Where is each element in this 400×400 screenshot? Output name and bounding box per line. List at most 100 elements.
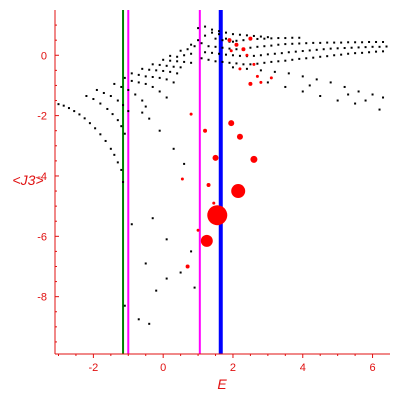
- black-point: [62, 104, 65, 107]
- red-point: [245, 53, 249, 57]
- black-point: [165, 64, 168, 67]
- black-point: [200, 42, 203, 45]
- x-tick-label: 0: [160, 362, 166, 374]
- black-point: [284, 59, 287, 62]
- black-point: [238, 33, 241, 36]
- red-point: [203, 128, 208, 133]
- black-point: [347, 93, 350, 96]
- x-tick-label: 2: [230, 362, 236, 374]
- red-point: [189, 112, 193, 116]
- black-point: [371, 93, 374, 96]
- black-point: [319, 95, 322, 97]
- black-point: [301, 50, 304, 53]
- black-point: [214, 45, 217, 48]
- black-point: [364, 99, 367, 102]
- black-point: [151, 85, 154, 88]
- black-point: [228, 61, 231, 64]
- black-point: [284, 37, 287, 40]
- black-point: [120, 125, 123, 128]
- black-point: [245, 67, 248, 70]
- black-point: [169, 54, 172, 57]
- black-point: [284, 85, 287, 88]
- black-point: [109, 95, 112, 97]
- black-point: [148, 68, 151, 71]
- black-point: [197, 39, 200, 42]
- black-point: [109, 147, 112, 150]
- black-point: [228, 47, 231, 50]
- black-point: [231, 66, 234, 69]
- black-point: [333, 41, 336, 44]
- red-point: [269, 76, 273, 80]
- black-point: [218, 30, 221, 33]
- black-point: [259, 69, 262, 72]
- black-point: [141, 111, 144, 114]
- black-point: [252, 54, 255, 57]
- black-point: [259, 54, 262, 57]
- red-point: [241, 47, 246, 52]
- black-point: [291, 58, 294, 61]
- x-tick-label: 6: [369, 362, 375, 374]
- black-point: [350, 46, 353, 49]
- black-point: [183, 162, 186, 165]
- black-point: [231, 54, 234, 57]
- black-point: [99, 102, 102, 105]
- black-point: [165, 238, 168, 241]
- black-point: [158, 63, 161, 66]
- black-point: [238, 54, 241, 57]
- black-point: [169, 59, 172, 62]
- black-point: [148, 117, 151, 120]
- black-point: [343, 85, 346, 88]
- red-point: [234, 42, 239, 47]
- black-point: [245, 34, 248, 37]
- black-point: [284, 43, 287, 46]
- black-point: [176, 60, 179, 63]
- black-point: [113, 153, 116, 156]
- black-point: [162, 58, 165, 61]
- black-point: [354, 52, 357, 55]
- black-point: [127, 110, 130, 113]
- black-point: [361, 41, 364, 44]
- red-point: [248, 81, 253, 86]
- black-point: [172, 81, 175, 84]
- x-axis-title: E: [217, 376, 227, 392]
- black-point: [141, 99, 144, 102]
- red-point: [227, 38, 232, 43]
- red-point: [255, 74, 259, 78]
- y-tick-label: 0: [41, 50, 47, 62]
- black-point: [329, 47, 332, 50]
- black-point: [235, 48, 238, 51]
- black-point: [221, 46, 224, 49]
- black-point: [95, 88, 98, 91]
- black-point: [179, 271, 182, 274]
- black-point: [204, 25, 207, 28]
- black-point: [259, 35, 262, 38]
- black-point: [301, 90, 304, 93]
- vertical-lines: [122, 10, 223, 354]
- black-point: [378, 45, 381, 48]
- black-point: [204, 34, 207, 37]
- black-point: [256, 62, 259, 65]
- black-point: [197, 27, 200, 30]
- black-point: [92, 98, 95, 101]
- black-point: [263, 61, 266, 64]
- black-point: [151, 217, 154, 220]
- black-point: [277, 37, 280, 40]
- black-point: [242, 39, 245, 42]
- y-axis-title: <J3>: [12, 172, 43, 188]
- black-point: [193, 45, 196, 48]
- black-point: [336, 47, 339, 50]
- black-point: [162, 69, 165, 72]
- black-point: [94, 127, 97, 130]
- black-point: [294, 50, 297, 53]
- black-point: [287, 51, 290, 54]
- black-point: [204, 51, 207, 54]
- black-point: [224, 31, 227, 34]
- black-point: [378, 108, 381, 111]
- black-point: [148, 322, 151, 325]
- black-point: [298, 57, 301, 60]
- black-point: [273, 70, 276, 73]
- black-point: [273, 52, 276, 55]
- black-point: [85, 95, 88, 97]
- black-point: [221, 60, 224, 63]
- red-point: [212, 154, 219, 161]
